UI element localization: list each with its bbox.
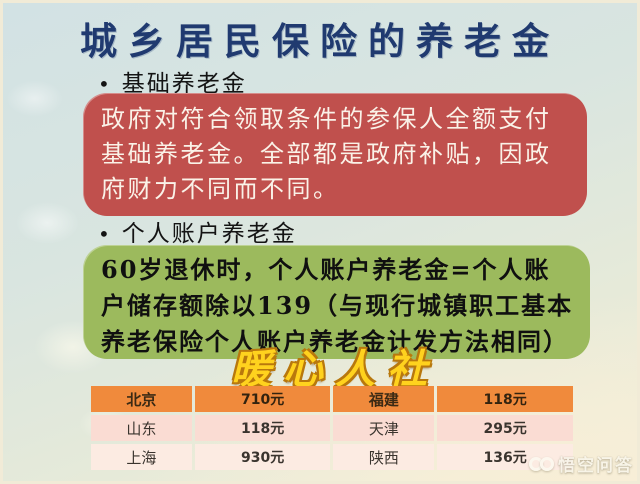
slide-title: 城乡居民保险的养老金	[80, 19, 560, 63]
watermark-text: 悟空问答	[558, 456, 634, 476]
table-cell-province: 天津	[333, 415, 435, 441]
table-row: 北京 710元 福建 118元	[91, 386, 573, 412]
pension-amounts-table: 北京 710元 福建 118元 山东 118元 天津 295元 上海 930元 …	[88, 383, 576, 473]
bullet-basic-pension: • 基础养老金	[98, 64, 247, 98]
basic-pension-callout-box: 政府对符合领取条件的参保人全额支付基础养老金。全部都是政府补贴，因政府财力不同而…	[83, 93, 587, 216]
table-cell-amount: 118元	[437, 386, 573, 412]
bullet-label: 个人账户养老金	[121, 221, 297, 247]
table-cell-province: 福建	[333, 386, 435, 412]
table-row: 上海 930元 陕西 136元	[91, 444, 573, 470]
table-cell-province: 山东	[91, 415, 192, 441]
table-cell-amount: 930元	[194, 444, 331, 470]
bullet-label: 基础养老金	[121, 71, 247, 97]
brand-logo-text: 暖心人社	[231, 346, 439, 393]
bullet-personal-account-pension: • 个人账户养老金	[98, 214, 297, 248]
table-cell-amount: 295元	[437, 415, 573, 441]
table-cell-amount: 710元	[194, 386, 331, 412]
table-cell-province: 陕西	[333, 444, 435, 470]
wukong-goggles-icon	[529, 456, 554, 471]
table-cell-amount: 118元	[194, 415, 331, 441]
table-row: 山东 118元 天津 295元	[91, 415, 573, 441]
table-cell-province: 上海	[91, 444, 192, 470]
bullet-dot: •	[98, 222, 112, 246]
wukong-watermark: 悟空问答	[529, 451, 634, 476]
personal-account-callout-box: 60岁退休时，个人账户养老金=个人账户储存额除以139（与现行城镇职工基本养老保…	[83, 245, 590, 359]
bullet-dot: •	[98, 72, 112, 96]
personal-account-description: 60岁退休时，个人账户养老金=个人账户储存额除以139（与现行城镇职工基本养老保…	[101, 255, 574, 356]
basic-pension-description: 政府对符合领取条件的参保人全额支付基础养老金。全部都是政府补贴，因政府财力不同而…	[101, 105, 552, 203]
table-cell-province: 北京	[91, 386, 192, 412]
